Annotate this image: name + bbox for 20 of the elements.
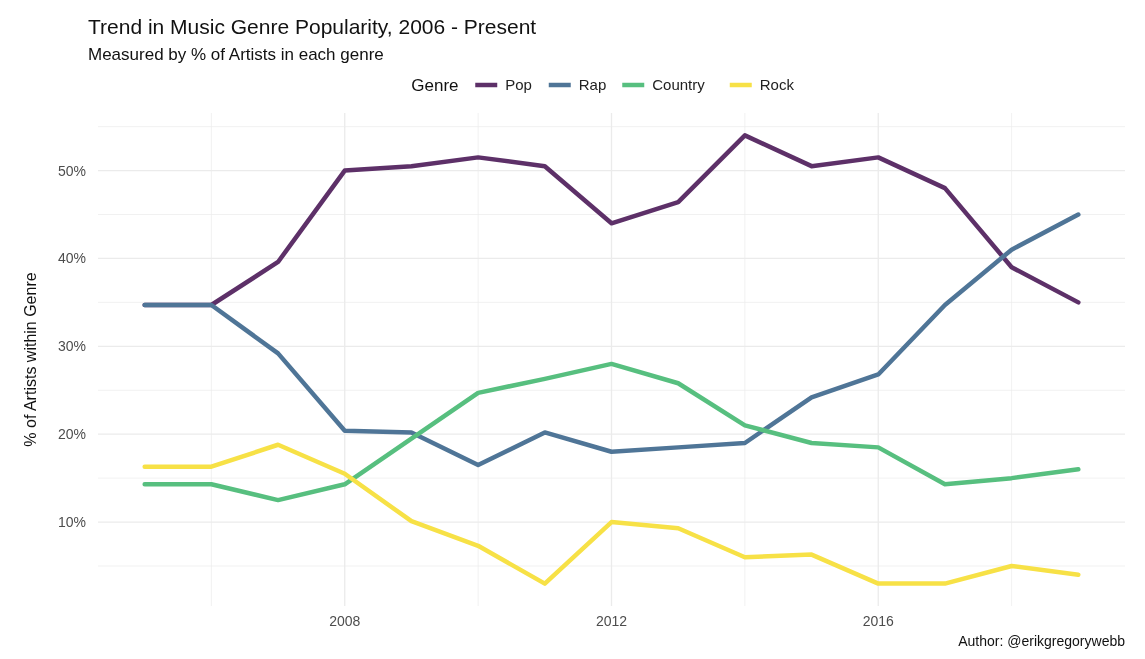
y-tick-label: 20% [57, 426, 86, 443]
legend-title: Genre [411, 76, 459, 95]
line-series [142, 442, 1081, 586]
line-series [142, 361, 1081, 503]
y-tick-label: 50% [57, 162, 86, 179]
legend-label: Pop [505, 76, 532, 93]
chart-subtitle: Measured by % of Artists in each genre [88, 45, 384, 64]
y-axis-title: % of Artists within Genre [22, 272, 39, 447]
legend-label: Rock [759, 76, 795, 93]
y-tick-label: 30% [57, 338, 86, 355]
y-tick-label: 40% [57, 250, 86, 267]
y-tick-label: 10% [57, 514, 86, 531]
text: Author: @erikgregorywebb [958, 633, 1126, 649]
x-tick-label: 2016 [862, 613, 895, 629]
x-tick-label: 2008 [329, 613, 361, 629]
x-tick-label: 2012 [595, 613, 628, 629]
line-series [142, 212, 1081, 468]
chart-title: Trend in Music Genre Popularity, 2006 - Present [88, 15, 537, 38]
legend-label: Rap [578, 76, 607, 93]
legend-label: Country [652, 76, 706, 93]
